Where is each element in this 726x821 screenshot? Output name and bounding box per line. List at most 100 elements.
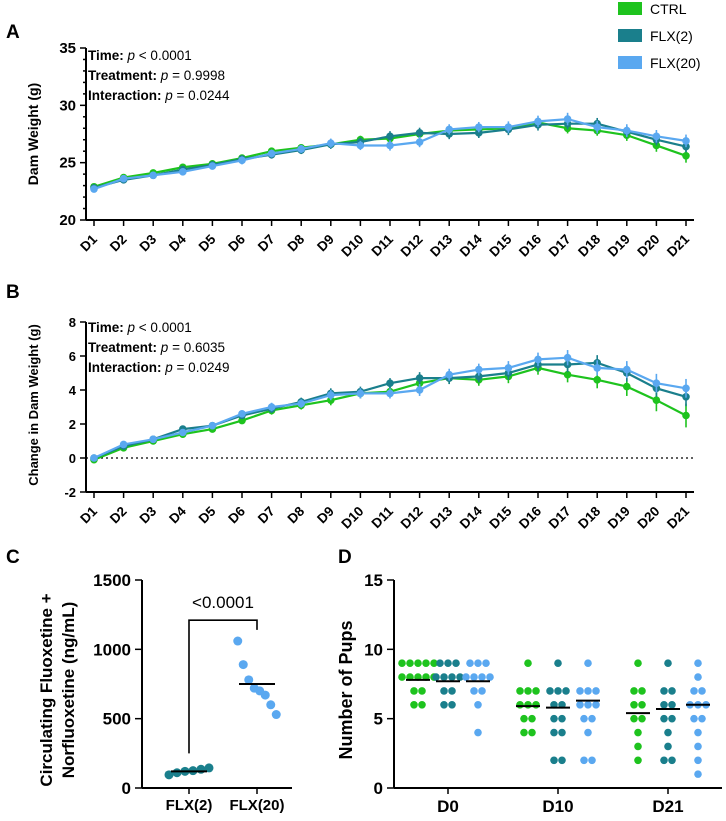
panel-d-point-d21-flx20	[690, 714, 698, 723]
panel-b-point-flx20	[593, 364, 601, 372]
panel-d-point-d21-flx20	[698, 714, 706, 723]
panel-d-point-d0-flx20	[466, 659, 474, 667]
panel-d-xtick-label-d0: D0	[437, 797, 459, 816]
panel-d-point-d0-ctrl	[398, 673, 406, 681]
panel-b-point-flx20	[119, 440, 128, 449]
panel-d-point-d0-flx20	[482, 659, 490, 667]
panel-b-xtick-label-d4: D4	[166, 503, 189, 526]
panel-c-ytick-label: 0	[122, 779, 131, 798]
panel-d-ytick-label: 5	[374, 710, 383, 729]
panel-a-point-flx20	[386, 141, 394, 150]
panel-b-xtick-label-d16: D16	[516, 503, 544, 531]
panel-d-point-d21-flx20	[690, 687, 698, 695]
panel-d-point-d10-ctrl	[532, 701, 540, 709]
panel-b-xtick-label-d15: D15	[486, 503, 514, 531]
panel-d-point-d10-ctrl	[520, 728, 528, 737]
legend-label-flx20: FLX(20)	[650, 55, 701, 71]
panel-a-xtick-label-d14: D14	[457, 231, 485, 259]
panel-a-xtick-label-d19: D19	[605, 232, 633, 260]
panel-d-point-d0-flx2	[436, 659, 444, 667]
panel-d-point-d0-ctrl	[430, 659, 438, 667]
panel-d-point-d0-flx2	[448, 701, 456, 709]
panel-c-point-flx2	[164, 770, 174, 780]
panel-d-point-d21-ctrl	[630, 714, 638, 723]
panel-a-dam-weight-chart: Dam Weight (g) Time: p < 0.0001 Treatmen…	[25, 40, 694, 260]
legend-swatch-flx2	[618, 29, 642, 42]
panel-a-xtick-label-d11: D11	[369, 231, 397, 259]
panel-a-point-flx20	[415, 138, 424, 146]
panel-d-point-d0-flx20	[486, 673, 494, 681]
panel-d-xtick-label-d21: D21	[652, 797, 683, 816]
panel-d-point-d10-flx2	[558, 756, 566, 765]
panel-b-ytick-label: 0	[69, 451, 76, 466]
panel-b-xtick-label-d14: D14	[457, 503, 485, 531]
panel-c-xtick-label-flx20: FLX(20)	[229, 797, 284, 814]
panel-d-point-d21-ctrl	[634, 756, 642, 765]
panel-d-point-d21-flx20	[694, 770, 702, 778]
panel-a-point-flx20	[297, 145, 306, 153]
panel-c-point-flx2	[196, 764, 206, 774]
panel-d-point-d21-flx20	[698, 687, 706, 695]
panel-d-point-d10-flx20	[576, 687, 584, 695]
panel-a-point-flx20	[179, 168, 187, 176]
panel-d-point-d10-flx20	[576, 701, 584, 709]
panel-c-point-flx20	[244, 675, 254, 685]
panel-d-point-d10-ctrl	[532, 687, 540, 695]
panel-c-ylabel-line1: Circulating Fluoxetine +	[37, 593, 56, 786]
panel-d-point-d10-ctrl	[516, 701, 524, 709]
panel-b-point-flx20	[682, 384, 690, 393]
panel-d-point-d0-flx20	[474, 728, 482, 737]
panel-d-point-d0-flx20	[470, 673, 478, 681]
panel-b-point-flx20	[415, 386, 424, 394]
panel-b-point-ctrl	[563, 370, 572, 379]
panel-a-stat-interaction: Interaction: p = 0.0244	[88, 88, 230, 103]
panel-a-stat-treatment: Treatment: p = 0.9998	[88, 68, 225, 83]
panel-a-point-flx20	[238, 156, 246, 165]
panel-a-xtick-label-d9: D9	[314, 232, 337, 255]
panel-d-point-d21-ctrl	[638, 687, 646, 695]
panel-a-ytick-label: 30	[59, 97, 76, 114]
panel-a-point-flx20	[445, 125, 454, 134]
legend-swatch-ctrl	[618, 2, 642, 15]
panel-b-point-ctrl	[623, 382, 631, 391]
panel-d-point-d21-ctrl	[630, 701, 638, 709]
panel-a-point-flx20	[504, 123, 513, 131]
panel-d-point-d0-flx20	[478, 687, 486, 695]
panel-d-point-d10-flx20	[592, 701, 600, 709]
panel-c-fluoxetine-chart: Circulating Fluoxetine + Norfluoxetine (…	[37, 571, 292, 814]
panel-c-point-flx20	[233, 636, 243, 646]
panel-b-point-flx20	[356, 389, 365, 398]
panel-a-xtick-label-d10: D10	[338, 232, 366, 260]
panel-a-xtick-label-d13: D13	[427, 231, 455, 259]
panel-d-point-d0-flx20	[462, 673, 470, 681]
panel-a-xtick-label-d15: D15	[486, 231, 514, 259]
panel-c-ylabel-line2: Norfluoxetine (ng/mL)	[59, 602, 78, 779]
panel-b-point-flx20	[652, 379, 661, 388]
panel-b-point-ctrl	[593, 376, 601, 384]
panel-a-ytick-label: 20	[59, 212, 76, 229]
panel-b-ytick-label: 8	[69, 315, 76, 330]
panel-d-point-d0-flx2	[456, 673, 464, 681]
panel-d-point-d10-flx2	[546, 687, 554, 695]
panel-a-point-flx2	[415, 129, 424, 137]
panel-d-point-d0-ctrl	[410, 687, 418, 695]
panel-b-point-flx20	[267, 403, 276, 411]
panel-d-point-d0-flx20	[474, 659, 482, 667]
panel-d-point-d10-flx2	[554, 659, 562, 667]
panel-b-xtick-label-d9: D9	[314, 504, 337, 527]
panel-d-xtick-label-d10: D10	[542, 797, 573, 816]
panel-b-xtick-label-d11: D11	[369, 503, 397, 531]
panel-a-xtick-label-d16: D16	[516, 231, 544, 259]
panel-a-point-flx20	[149, 171, 157, 180]
panel-c-point-flx20	[260, 690, 270, 700]
panel-b-point-ctrl	[682, 411, 690, 420]
panel-b-ytick-label: 6	[69, 349, 76, 364]
panel-d-pups-chart: Number of Pups 0 5 10 15 D0 D10 D21	[336, 571, 722, 816]
panel-d-point-d21-flx20	[694, 742, 702, 751]
panel-b-ytick-label: -2	[64, 485, 76, 500]
panel-d-point-d0-ctrl	[410, 701, 418, 709]
panel-d-point-d0-flx20	[474, 701, 482, 709]
panel-d-point-d21-flx2	[660, 714, 668, 723]
panel-a-point-flx20	[623, 126, 631, 135]
panel-a-ylabel: Dam Weight (g)	[25, 83, 41, 185]
